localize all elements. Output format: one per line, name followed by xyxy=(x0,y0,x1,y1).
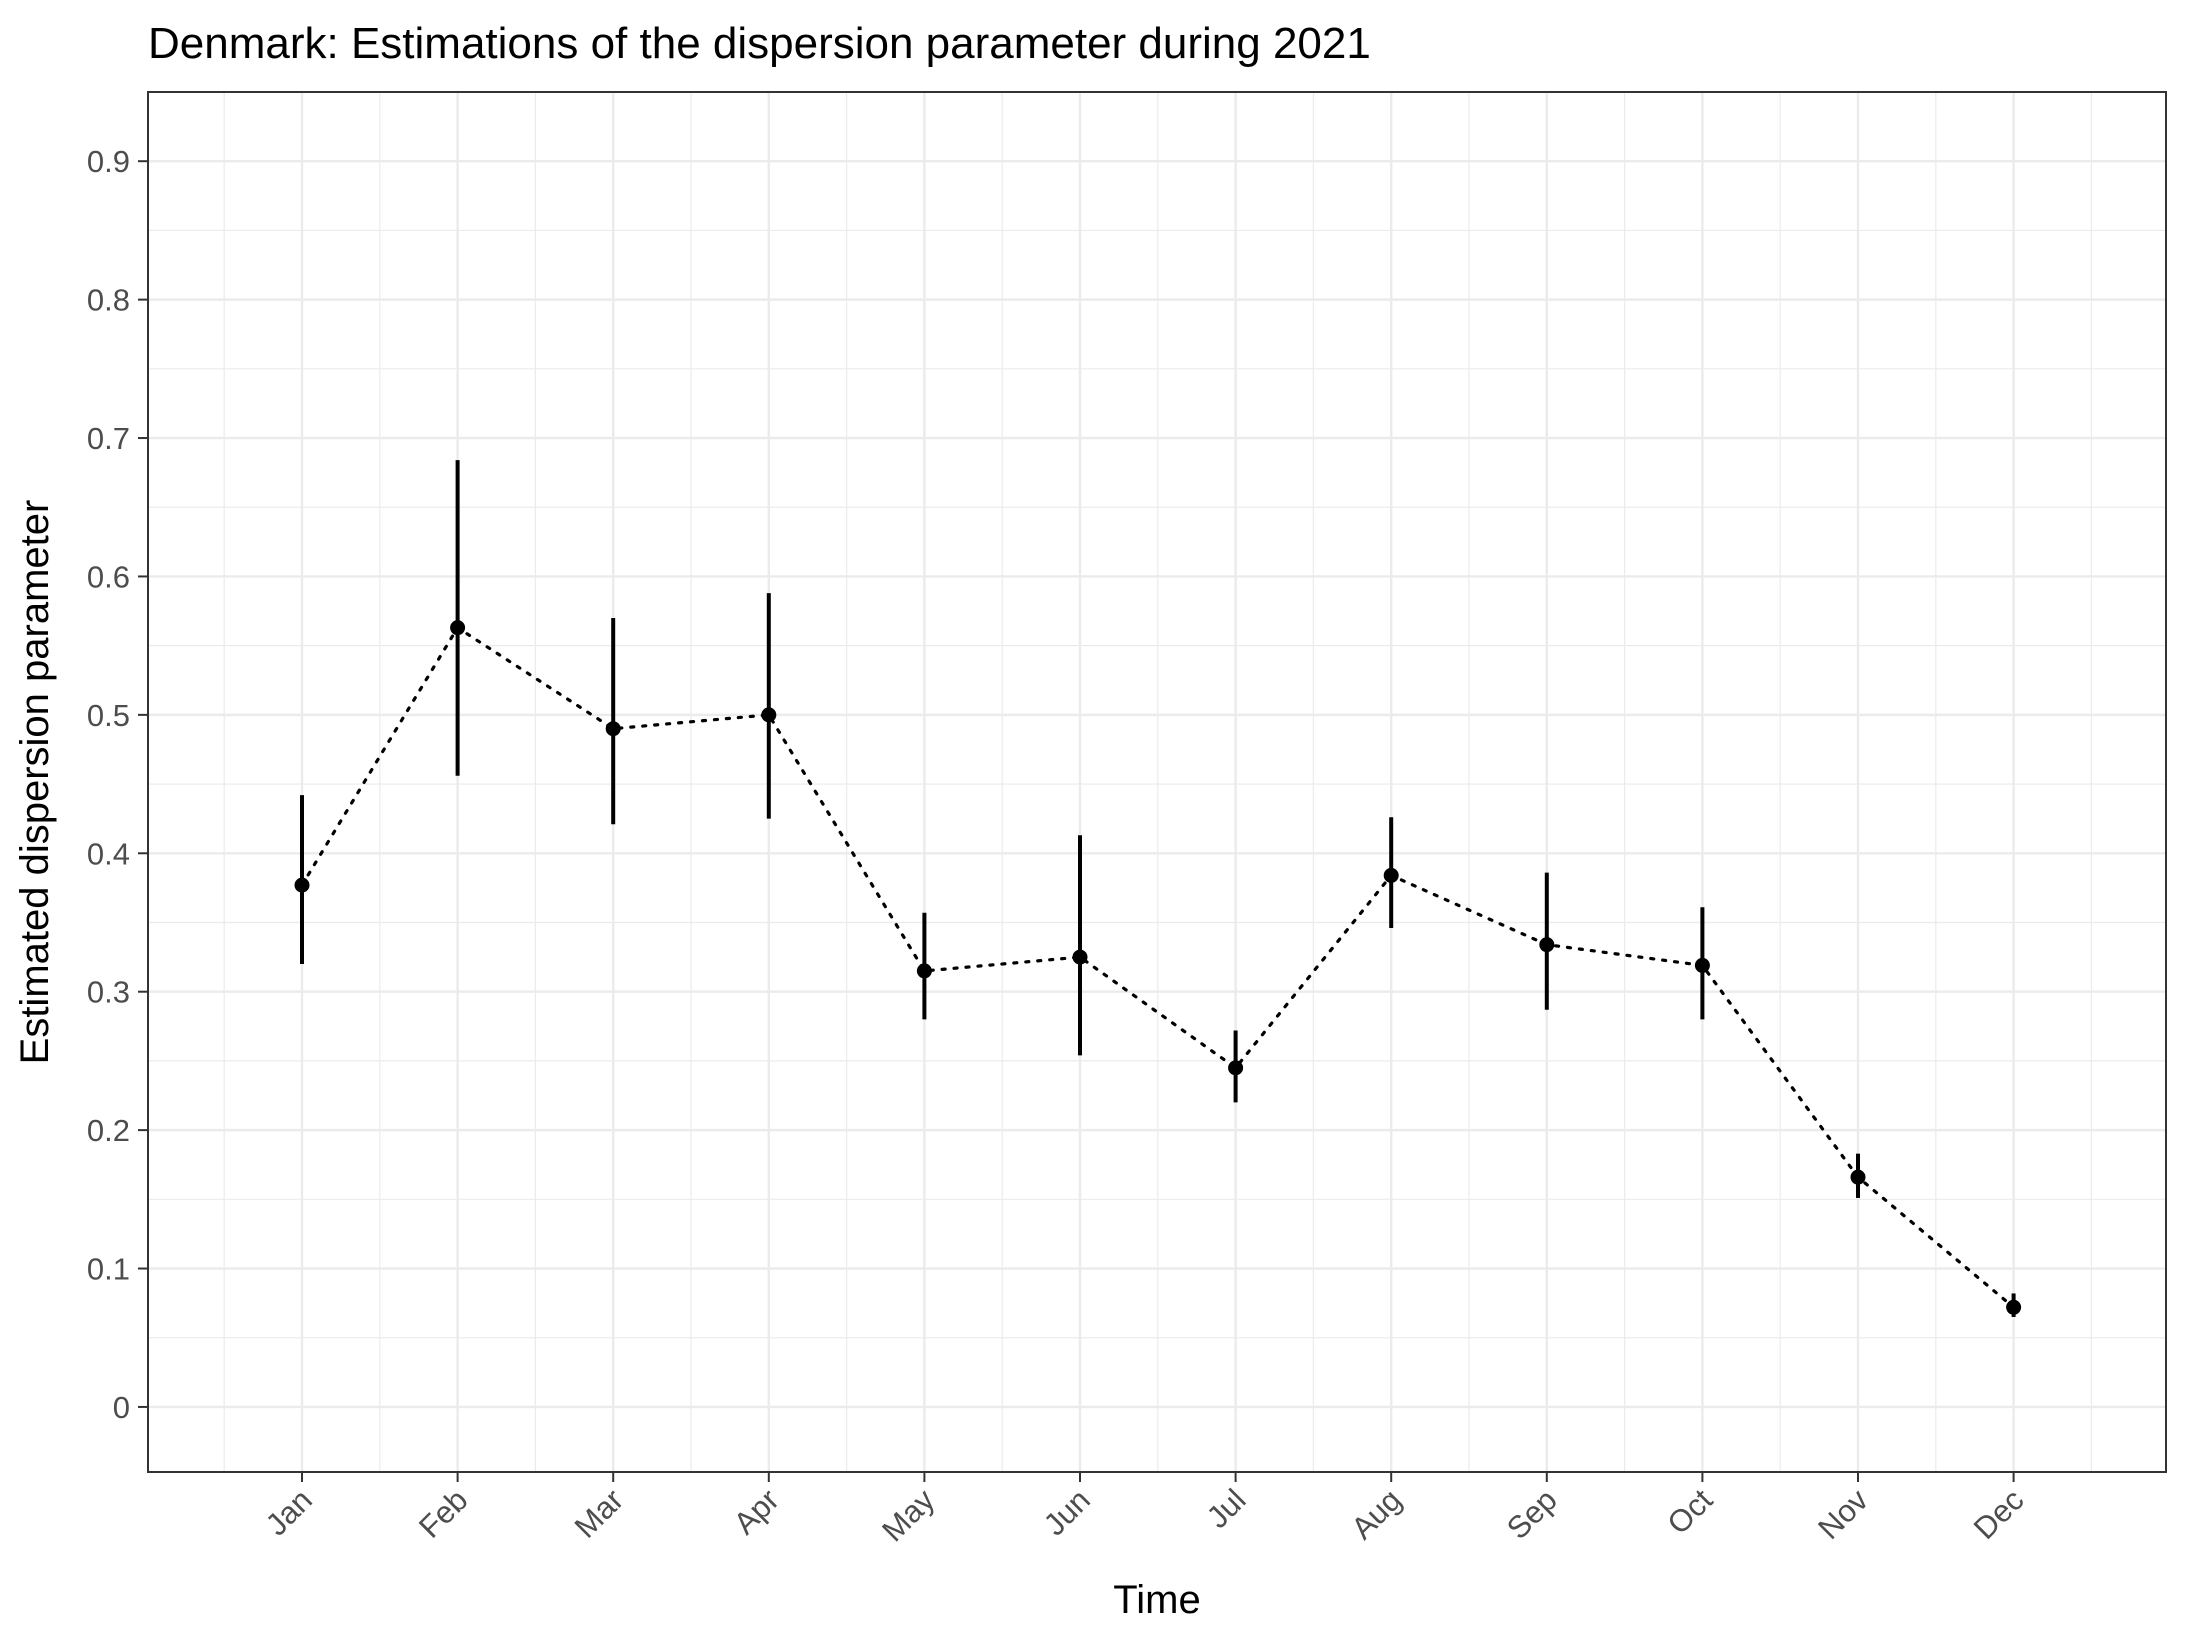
data-point xyxy=(1383,867,1399,883)
series xyxy=(294,460,2022,1317)
y-axis-title: Estimated dispersion parameter xyxy=(13,500,57,1065)
chart-title: Denmark: Estimations of the dispersion p… xyxy=(148,19,1371,68)
y-tick-label: 0.7 xyxy=(87,421,130,456)
data-point xyxy=(916,963,932,979)
panel-border xyxy=(147,91,2167,1473)
panel-background xyxy=(148,92,2166,1472)
data-point xyxy=(1850,1169,1866,1185)
y-tick-label: 0.3 xyxy=(87,975,130,1010)
x-axis-title: Time xyxy=(1113,1578,1200,1622)
data-point xyxy=(2006,1299,2022,1315)
data-point xyxy=(1539,937,1555,953)
data-point xyxy=(605,721,621,737)
data-point xyxy=(761,707,777,723)
y-tick-label: 0.8 xyxy=(87,283,130,318)
series-line xyxy=(300,625,2016,1309)
y-tick-label: 0.9 xyxy=(87,144,130,179)
y-tick-label: 0.5 xyxy=(87,698,130,733)
data-point xyxy=(1228,1060,1244,1076)
y-tick-label: 0.6 xyxy=(87,559,130,594)
y-tick-label: 0.2 xyxy=(87,1113,130,1148)
y-tick-label: 0 xyxy=(113,1390,130,1425)
data-point xyxy=(450,620,466,636)
y-tick-label: 0.4 xyxy=(87,836,130,871)
data-point xyxy=(1072,949,1088,965)
data-point xyxy=(1694,957,1710,973)
grid xyxy=(148,92,2166,1472)
data-point xyxy=(294,877,310,893)
y-tick-label: 0.1 xyxy=(87,1252,130,1287)
